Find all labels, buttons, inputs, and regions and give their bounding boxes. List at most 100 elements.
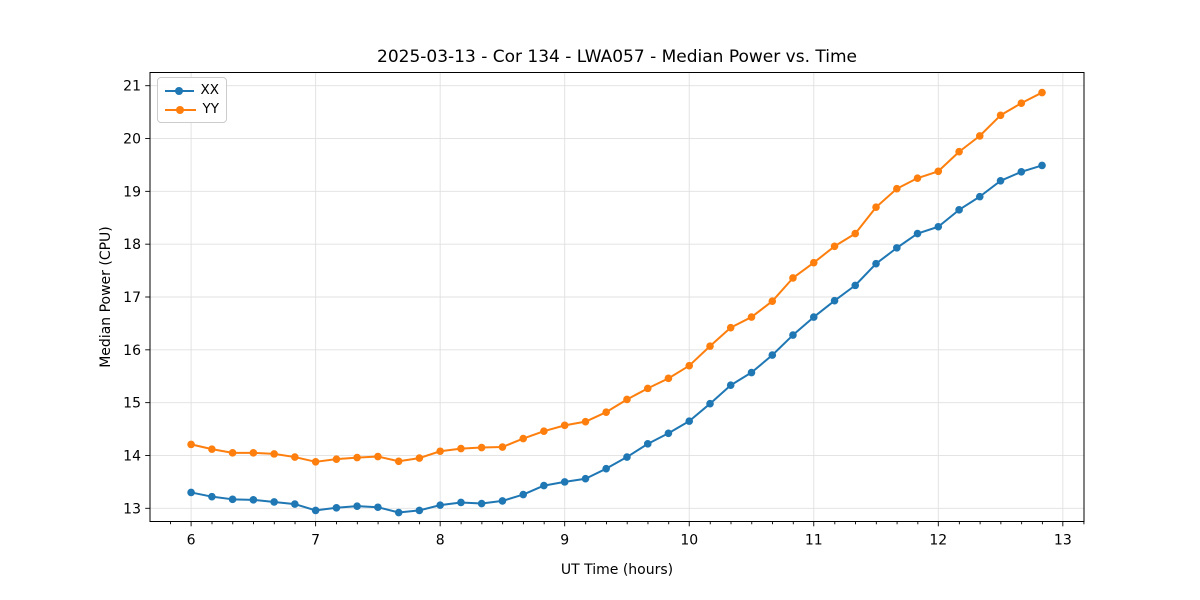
series-marker-xx bbox=[955, 206, 963, 214]
legend-line-sample-icon bbox=[165, 105, 196, 114]
x-tick-label: 12 bbox=[929, 533, 947, 549]
series-marker-yy bbox=[291, 453, 299, 461]
series-marker-yy bbox=[975, 132, 984, 140]
x-tick-label: 8 bbox=[436, 533, 445, 549]
series-marker-yy bbox=[934, 167, 943, 176]
series-marker-xx bbox=[291, 500, 299, 508]
series-marker-yy bbox=[685, 361, 694, 370]
series-marker-xx bbox=[228, 495, 237, 504]
y-axis-label: Median Power (CPU) bbox=[98, 226, 114, 368]
series-marker-xx bbox=[664, 429, 673, 438]
series-marker-xx bbox=[747, 368, 756, 377]
series-marker-yy bbox=[332, 455, 341, 463]
x-tick-label: 7 bbox=[311, 533, 320, 549]
x-axis-label: UT Time (hours) bbox=[560, 562, 674, 578]
y-tick-label: 14 bbox=[123, 448, 141, 464]
series-marker-yy bbox=[996, 111, 1005, 120]
series-marker-yy bbox=[436, 447, 444, 456]
series-marker-xx bbox=[893, 244, 901, 252]
series-marker-xx bbox=[726, 381, 735, 390]
y-tick-label: 17 bbox=[123, 290, 141, 306]
series-marker-xx bbox=[311, 506, 320, 515]
series-marker-xx bbox=[975, 192, 984, 201]
series-marker-xx bbox=[394, 508, 403, 517]
series-marker-yy bbox=[353, 453, 361, 462]
series-marker-xx bbox=[560, 478, 569, 486]
legend-label-xx: XX bbox=[200, 81, 220, 98]
series-marker-yy bbox=[913, 174, 922, 182]
series-marker-xx bbox=[415, 506, 424, 515]
series-marker-yy bbox=[457, 444, 465, 453]
series-marker-yy bbox=[415, 454, 424, 462]
series-marker-xx bbox=[830, 296, 839, 305]
series-marker-yy bbox=[519, 434, 528, 443]
series-marker-yy bbox=[872, 203, 880, 211]
series-marker-yy bbox=[208, 445, 216, 453]
series-marker-yy bbox=[623, 395, 631, 404]
plot-border bbox=[149, 72, 1085, 522]
series-marker-yy bbox=[540, 427, 548, 435]
legend: XX YY bbox=[157, 77, 227, 123]
series-marker-xx bbox=[374, 503, 382, 512]
series-marker-yy bbox=[768, 297, 777, 306]
x-tick-label: 11 bbox=[805, 533, 823, 549]
series-marker-yy bbox=[249, 449, 258, 457]
series-marker-xx bbox=[498, 497, 507, 505]
series-marker-xx bbox=[872, 259, 880, 268]
series-marker-xx bbox=[519, 490, 528, 499]
series-marker-yy bbox=[955, 147, 963, 156]
series-marker-xx bbox=[602, 464, 610, 473]
series-marker-yy bbox=[270, 450, 278, 458]
y-tick-label: 13 bbox=[123, 501, 141, 517]
series-marker-yy bbox=[706, 342, 714, 350]
legend-marker-icon bbox=[176, 105, 185, 114]
series-marker-xx bbox=[540, 481, 548, 490]
series-marker-yy bbox=[664, 374, 673, 383]
legend-label-yy: YY bbox=[202, 100, 220, 117]
series-marker-yy bbox=[809, 258, 818, 267]
series-marker-yy bbox=[394, 457, 403, 466]
series-marker-xx bbox=[851, 281, 860, 290]
series-marker-yy bbox=[830, 242, 839, 251]
series-marker-xx bbox=[996, 176, 1005, 185]
x-tick-label: 9 bbox=[560, 533, 569, 549]
series-marker-xx bbox=[643, 440, 652, 448]
chart-title: 2025-03-13 - Cor 134 - LWA057 - Median P… bbox=[377, 47, 857, 67]
series-marker-yy bbox=[602, 408, 610, 416]
series-marker-yy bbox=[1017, 99, 1026, 107]
series-marker-xx bbox=[581, 474, 590, 483]
series-marker-yy bbox=[581, 417, 590, 426]
legend-line-sample-icon bbox=[165, 86, 194, 95]
series-marker-yy bbox=[643, 384, 652, 393]
x-tick-label: 6 bbox=[187, 533, 196, 549]
series-marker-xx bbox=[1017, 168, 1026, 176]
series-marker-yy bbox=[747, 313, 756, 321]
series-marker-yy bbox=[477, 443, 486, 452]
series-marker-yy bbox=[560, 421, 569, 430]
series-marker-xx bbox=[249, 496, 258, 504]
series-marker-xx bbox=[457, 498, 465, 507]
series-marker-xx bbox=[353, 502, 361, 510]
series-marker-yy bbox=[893, 184, 901, 193]
series-marker-yy bbox=[374, 452, 382, 461]
series-marker-xx bbox=[789, 331, 797, 339]
legend-item-xx: XX bbox=[165, 81, 220, 98]
series-marker-xx bbox=[477, 499, 486, 508]
series-marker-xx bbox=[208, 492, 216, 501]
legend-marker-icon bbox=[175, 86, 184, 95]
y-tick-label: 21 bbox=[123, 79, 141, 95]
series-marker-yy bbox=[498, 443, 507, 451]
x-tick-label: 10 bbox=[680, 533, 698, 549]
y-tick-label: 20 bbox=[123, 132, 141, 148]
series-marker-xx bbox=[623, 453, 631, 461]
series-marker-xx bbox=[187, 488, 195, 497]
y-tick-label: 15 bbox=[123, 396, 141, 412]
series-marker-xx bbox=[436, 501, 444, 509]
series-marker-xx bbox=[332, 503, 341, 512]
series-marker-yy bbox=[851, 229, 860, 238]
series-marker-yy bbox=[1038, 88, 1046, 97]
series-marker-yy bbox=[228, 449, 237, 457]
series-marker-yy bbox=[311, 458, 320, 466]
